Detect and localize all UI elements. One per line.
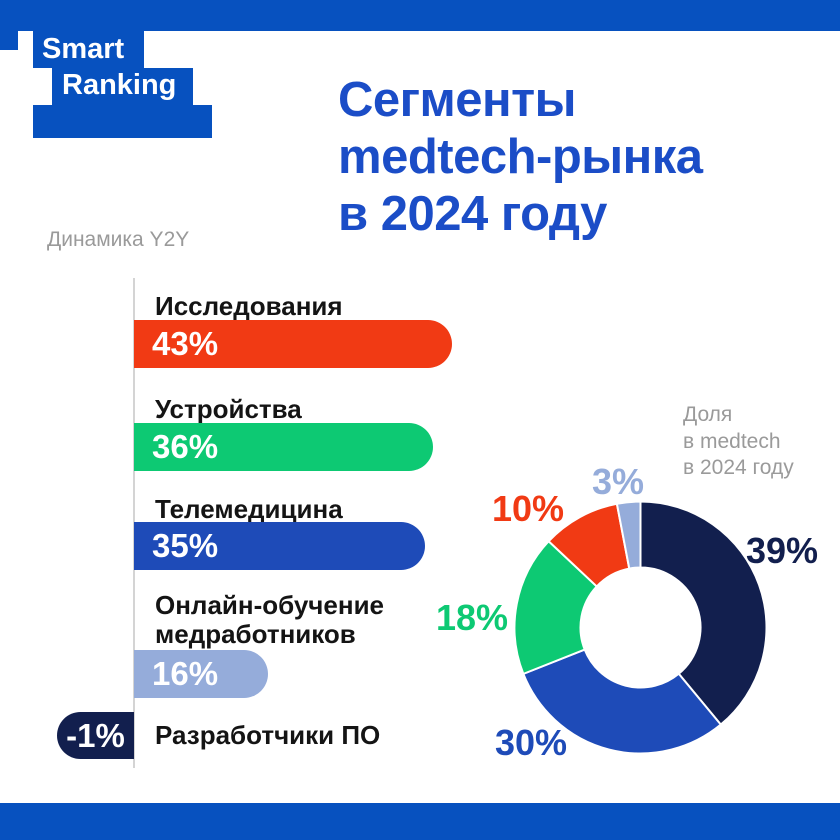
bar-value-telemedicine: 35%: [152, 527, 219, 564]
donut-chart-caption: Доля в medtech в 2024 году: [683, 403, 794, 480]
donut-segment: [615, 500, 642, 570]
bar-label-telemedicine: Телемедицина: [155, 494, 343, 524]
page-title: Сегменты medtech-рынка в 2024 году: [338, 73, 703, 241]
logo-text-smart: Smart: [42, 33, 125, 65]
donut-label-research: 10%: [492, 488, 565, 529]
bar-label-online-education: Онлайн-обучение медработников: [155, 590, 385, 649]
bar-chart-caption: Динамика Y2Y: [47, 228, 190, 251]
donut-label-telemedicine: 30%: [495, 722, 568, 763]
bar-value-online-education: 16%: [152, 655, 219, 692]
bar-value-research: 43%: [152, 325, 219, 362]
bar-research: 43%: [134, 320, 452, 368]
bar-value-software-developers: -1%: [66, 717, 125, 754]
donut-segment: [522, 648, 723, 755]
bar-label-research: Исследования: [155, 291, 343, 321]
top-brand-bar: [0, 0, 840, 31]
bar-software-developers: -1%: [57, 712, 134, 759]
bottom-brand-bar: [0, 803, 840, 840]
bar-online-education: 16%: [134, 650, 268, 698]
bar-telemedicine: 35%: [134, 522, 425, 570]
logo-corner-block: [0, 31, 18, 50]
donut-chart-svg: [513, 500, 768, 755]
bar-devices: 36%: [134, 423, 433, 471]
bar-label-software-developers: Разработчики ПО: [155, 720, 381, 750]
bar-value-devices: 36%: [152, 428, 219, 465]
logo-smart-block: Smart: [33, 31, 144, 68]
logo-base-block: [33, 105, 212, 138]
logo-ranking-block: Ranking: [52, 68, 193, 105]
logo-text-ranking: Ranking: [62, 69, 177, 101]
donut-label-software-developers: 39%: [746, 530, 819, 571]
donut-label-devices: 18%: [436, 597, 509, 638]
donut-segment: [639, 500, 768, 726]
bar-label-devices: Устройства: [155, 394, 302, 424]
donut-segment: [513, 539, 599, 676]
donut-label-online-education: 3%: [592, 461, 645, 502]
